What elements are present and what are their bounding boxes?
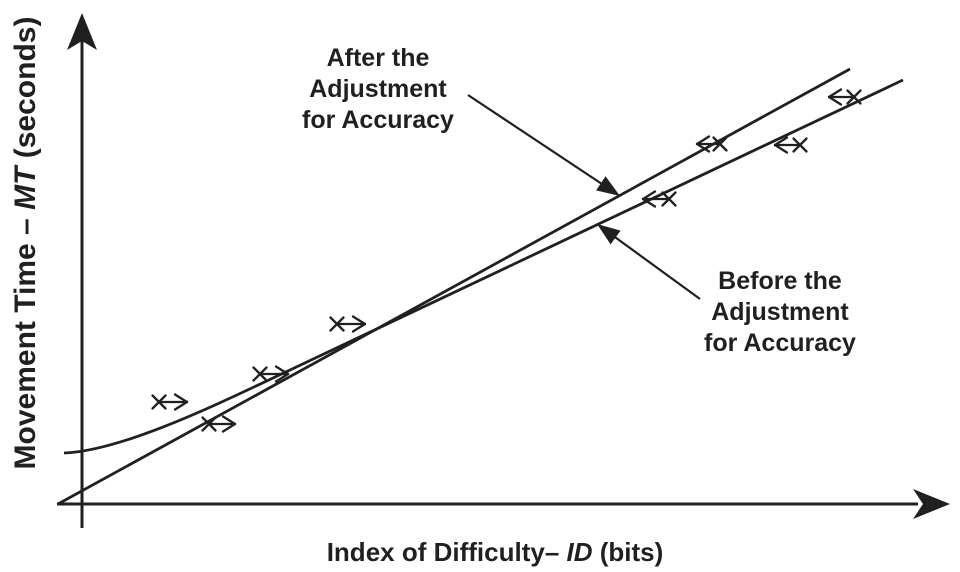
after-annotation-arrow xyxy=(467,94,620,196)
adjustment-arrowhead-icon xyxy=(173,400,189,411)
adjustment-arrowhead-icon xyxy=(274,365,290,376)
leader-line xyxy=(613,235,701,300)
series-line-before xyxy=(63,78,904,455)
data-marker xyxy=(773,136,808,154)
data-marker xyxy=(695,135,728,153)
adjustment-arrowhead-icon xyxy=(351,315,367,326)
adjustment-arrowhead-icon xyxy=(827,88,843,99)
adjustment-arrowhead-icon xyxy=(641,190,657,201)
annotation-before-line-1: Before the xyxy=(718,267,842,295)
data-marker xyxy=(641,190,677,208)
annotation-after-line-2: Adjustment xyxy=(309,75,447,103)
x-axis-label: Index of Difficulty– ID (bits) xyxy=(295,537,695,568)
annotation-before-line-3: for Accuracy xyxy=(704,329,856,357)
data-marker xyxy=(827,88,862,106)
data-marker xyxy=(329,315,367,333)
adjustment-arrowhead-icon xyxy=(221,422,237,433)
annotation-arrow-layer xyxy=(467,94,701,300)
adjustment-arrowhead-icon xyxy=(173,393,189,404)
y-axis-label: Movement Time – MT (seconds) xyxy=(9,17,43,470)
x-axis-label-text: Index of Difficulty– xyxy=(326,537,567,567)
annotation-before-label: Before the Adjustment for Accuracy xyxy=(680,266,880,359)
adjustment-arrowhead-icon xyxy=(641,197,657,208)
adjustment-arrowhead-icon xyxy=(695,135,711,146)
annotation-after-line-3: for Accuracy xyxy=(302,106,454,134)
leader-arrowhead-icon xyxy=(596,176,620,196)
leader-arrowhead-icon xyxy=(597,224,621,245)
x-axis-label-variable: ID xyxy=(566,537,593,567)
data-marker xyxy=(252,365,290,383)
data-marker-layer xyxy=(151,88,862,433)
y-axis-label-text: Movement Time – xyxy=(9,209,42,470)
y-axis-label-units: (seconds) xyxy=(9,16,42,167)
adjustment-arrowhead-icon xyxy=(773,143,789,154)
before-annotation-arrow xyxy=(597,224,701,300)
y-axis-arrowhead-icon xyxy=(67,13,97,50)
x-axis-label-units: (bits) xyxy=(592,537,664,567)
adjustment-arrowhead-icon xyxy=(351,322,367,333)
annotation-after-line-1: After the xyxy=(326,44,430,72)
adjustment-arrowhead-icon xyxy=(221,415,237,426)
data-marker xyxy=(201,415,237,433)
y-axis-label-variable: MT xyxy=(9,166,42,210)
leader-line xyxy=(467,94,604,186)
adjustment-arrowhead-icon xyxy=(827,95,843,106)
adjustment-arrowhead-icon xyxy=(695,142,711,153)
adjustment-arrowhead-icon xyxy=(773,136,789,147)
annotation-after-label: After the Adjustment for Accuracy xyxy=(278,43,478,136)
adjustment-arrowhead-icon xyxy=(274,372,290,383)
annotation-before-line-2: Adjustment xyxy=(711,298,849,326)
x-axis-arrowhead-icon xyxy=(913,489,950,519)
data-marker xyxy=(151,393,189,411)
